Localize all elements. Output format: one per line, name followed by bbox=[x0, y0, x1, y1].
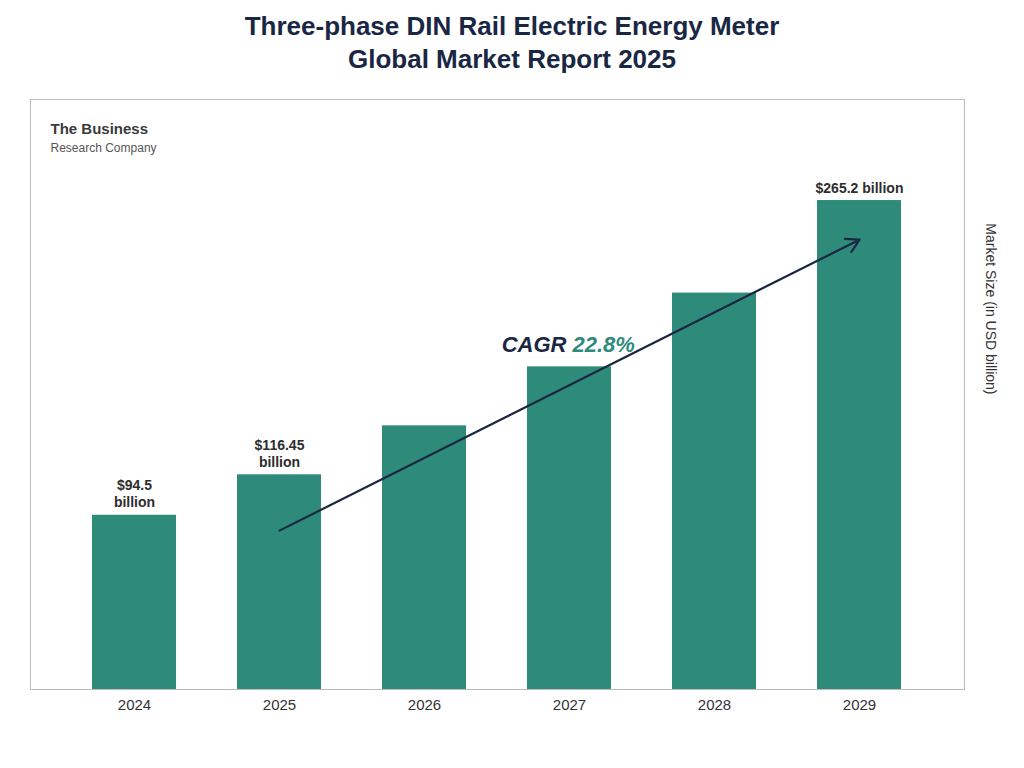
svg-text:$116.45billion: $116.45billion bbox=[255, 437, 305, 470]
svg-text:Market Size (in USD billion): Market Size (in USD billion) bbox=[983, 223, 999, 394]
svg-text:2025: 2025 bbox=[263, 696, 296, 713]
svg-text:CAGR: CAGR bbox=[502, 332, 567, 357]
svg-text:2027: 2027 bbox=[553, 696, 586, 713]
svg-text:$94.5billion: $94.5billion bbox=[114, 477, 155, 510]
svg-text:2028: 2028 bbox=[698, 696, 731, 713]
svg-text:2024: 2024 bbox=[118, 696, 151, 713]
svg-text:$265.2 billion: $265.2 billion bbox=[816, 180, 904, 196]
svg-text:22.8%: 22.8% bbox=[572, 332, 635, 357]
svg-text:2026: 2026 bbox=[408, 696, 441, 713]
svg-text:The Business: The Business bbox=[51, 120, 149, 137]
svg-text:2029: 2029 bbox=[843, 696, 876, 713]
html-text:Three-phase DIN Rail Electric: Three-phase DIN Rail Electric Energy Met… bbox=[244, 11, 780, 74]
svg-text:Research Company: Research Company bbox=[51, 141, 157, 155]
